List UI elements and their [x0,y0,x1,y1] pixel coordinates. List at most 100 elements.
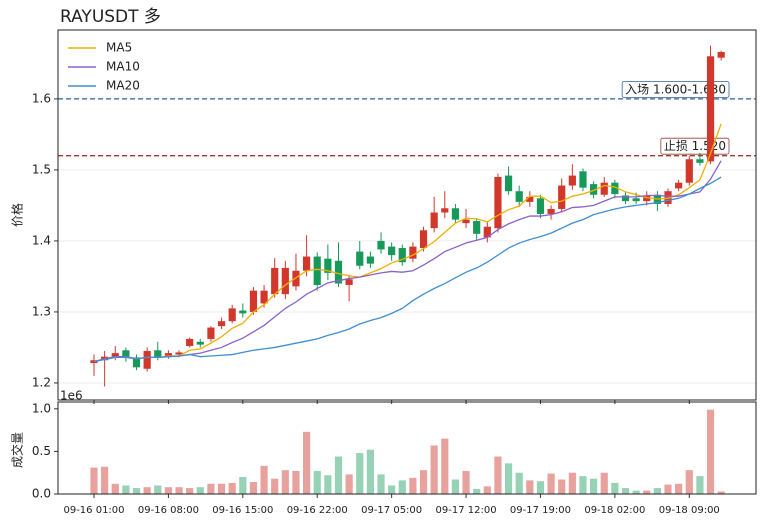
volume-bar [334,456,343,494]
candle-body [568,175,576,186]
candle-body [111,353,119,357]
candle-body [388,246,396,256]
candle-body [271,267,279,295]
candle-body [462,219,470,224]
volume-bar [632,490,640,494]
volume-bar [643,490,651,494]
candle-body [558,185,566,209]
candle-body [164,353,173,356]
volume-bar [132,488,141,494]
candle-body [590,184,598,195]
ma-line [93,123,722,363]
candle-body [132,357,141,368]
volume-bar [664,484,672,494]
volume-bar [473,488,481,494]
candle-body [228,308,236,322]
volume-bar [324,475,332,494]
volume-bar [388,485,396,494]
volume-bar [441,438,449,494]
volume-bar [558,479,566,494]
candle-body [186,338,194,347]
x-tick-label: 09-16 22:00 [287,505,348,516]
volume-bar [101,466,109,494]
volume-bar [621,488,630,494]
y-tick-label: 1.2 [32,375,51,389]
volume-bar [717,491,725,494]
y-tick-label: 1.4 [32,233,51,247]
volume-bar [281,470,289,494]
candle-body [313,256,321,285]
volume-bar [292,471,300,494]
volume-bar [611,482,619,494]
volume-bar [494,456,502,494]
reference-label: 止损 1.520 [664,139,726,153]
volume-bar [122,485,130,494]
volume-bar [409,477,417,494]
candle-body [249,290,258,312]
legend-label: MA5 [106,41,132,55]
candle-body [621,195,630,202]
candle-body [154,350,162,358]
volume-bar [217,483,226,494]
candle-body [632,198,640,202]
volume-bar [260,465,268,494]
volume-bar [154,485,162,494]
candle-body [122,350,130,358]
volume-bar [239,476,247,494]
ma-line [93,160,722,363]
volume-bar [430,445,438,494]
candle-body [345,279,353,285]
volume-bar [536,481,545,494]
y-tick-label: 1.6 [32,91,51,105]
volume-bar [303,431,311,494]
volume-bar [483,486,491,494]
candle-body [409,246,417,259]
volume-bar [462,471,470,494]
volume-y-tick-label: 0.0 [32,487,51,501]
x-tick-label: 09-16 01:00 [63,505,124,516]
candle-body [260,290,268,304]
candle-body [207,327,215,339]
candle-body [334,260,343,284]
candle-body [579,171,587,188]
volume-bar [164,487,173,494]
candle-body [324,258,332,273]
candle-body [547,208,555,214]
candle-body [451,208,460,220]
volume-bar [675,483,683,494]
volume-bar [356,453,364,494]
candle-body [611,182,619,195]
volume-bar [366,449,374,494]
volume-bar [590,478,598,494]
volume-bar [696,476,704,494]
y-axis-label: 价格 [10,203,25,227]
candle-body [430,212,438,229]
x-tick-label: 09-17 05:00 [361,505,422,516]
volume-bar [175,487,183,494]
reference-label-box [621,80,730,98]
volume-bar [504,463,513,494]
candle-body [664,191,672,204]
volume-bar [249,482,258,494]
candle-body [303,256,311,271]
legend-label: MA20 [106,79,140,93]
candle-body [175,352,183,355]
volume-bar [143,487,151,494]
candle-body [706,56,715,162]
candle-body [685,159,693,183]
volume-bar [653,488,661,494]
candle-body [366,256,374,264]
volume-bar [207,483,215,494]
volume-bar [345,474,353,494]
volume-bar [526,480,534,494]
x-tick-label: 09-17 19:00 [510,505,571,516]
candle-body [483,226,491,238]
candle-body [473,221,481,234]
volume-bar [568,472,576,494]
candle-body [643,195,651,202]
candle-body [536,198,545,214]
candle-body [675,182,683,189]
volume-bar [196,487,204,494]
candle-body [143,350,151,369]
candle-body [494,177,502,229]
